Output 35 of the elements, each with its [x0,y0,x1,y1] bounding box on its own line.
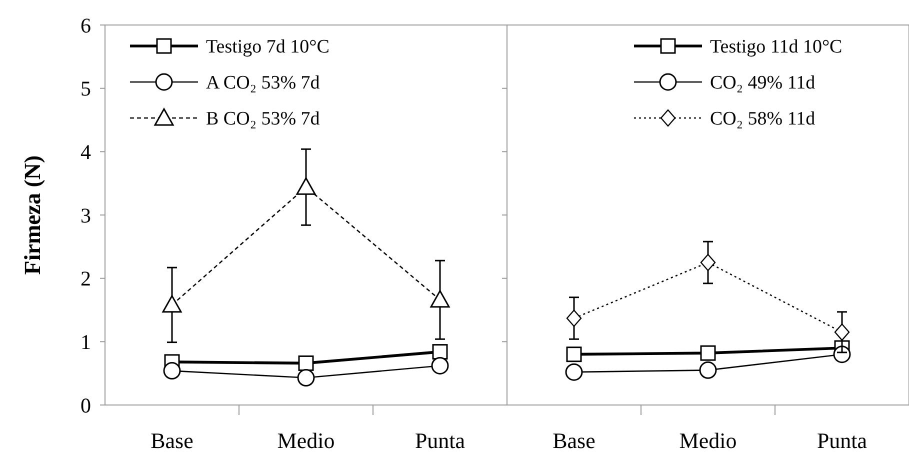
y-tick-label: 4 [80,140,92,164]
legend-label: CO₂ 58% 11d [710,108,816,130]
y-tick-label: 1 [80,330,91,354]
x-tick-label: Base [150,428,194,453]
point [431,356,449,374]
point [296,177,316,195]
point [699,361,717,379]
y-tick-label: 6 [80,13,91,38]
point [700,254,716,272]
point [162,295,182,313]
x-tick-label: Punta [816,428,868,453]
y-tick-label: 3 [80,203,91,228]
point [297,369,315,387]
point [163,362,181,380]
legend-label: Testigo 7d 10°C [206,36,330,58]
point [566,310,582,327]
x-tick-label: Base [552,428,596,453]
point [700,345,716,361]
legend-label: CO₂ 49% 11d [710,72,816,94]
point [430,290,450,308]
point [298,355,314,371]
legend-label: Testigo 11d 10°C [710,36,842,58]
legend-label: A CO₂ 53% 7d [206,72,320,94]
x-tick-label: Medio [277,428,335,453]
point [834,324,850,341]
point [566,346,582,362]
y-tick-label: 5 [80,76,91,101]
y-tick-label: 2 [80,266,91,291]
x-tick-label: Medio [679,428,737,453]
y-axis-title: Firmeza (N) [20,155,45,275]
y-tick-label: 0 [80,393,91,418]
legend-label: B CO₂ 53% 7d [206,108,320,130]
x-tick-label: Punta [414,428,466,453]
point [432,344,448,360]
point [565,363,583,381]
